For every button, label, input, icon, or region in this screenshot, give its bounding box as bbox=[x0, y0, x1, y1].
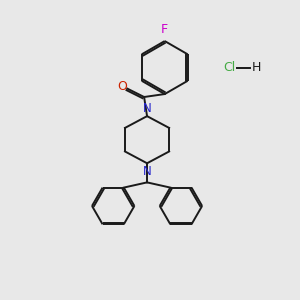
Text: N: N bbox=[143, 102, 152, 115]
Text: O: O bbox=[117, 80, 127, 93]
Text: Cl: Cl bbox=[224, 61, 236, 74]
Text: H: H bbox=[252, 61, 261, 74]
Text: N: N bbox=[143, 165, 152, 178]
Text: F: F bbox=[161, 23, 168, 36]
